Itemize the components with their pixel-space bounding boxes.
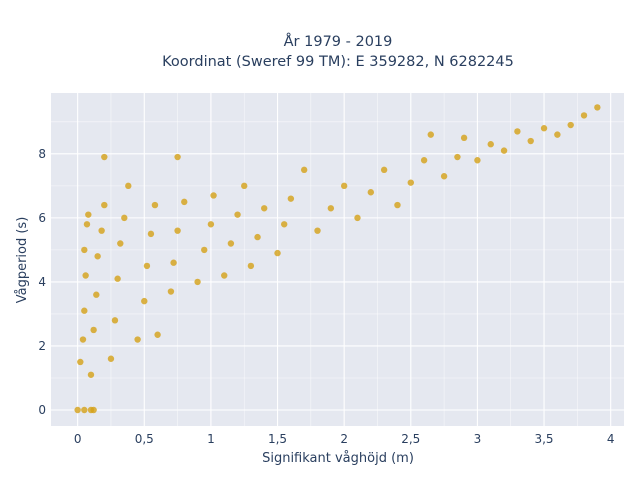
data-point — [81, 246, 88, 254]
data-point — [81, 307, 88, 314]
data-point — [427, 131, 434, 138]
data-point — [580, 112, 588, 119]
data-point — [440, 173, 448, 180]
data-point — [420, 157, 428, 164]
data-point — [154, 331, 161, 338]
data-point — [194, 278, 201, 286]
data-point — [141, 297, 148, 305]
plot-area — [51, 93, 624, 426]
data-point — [81, 406, 88, 414]
x-tick-label: 3 — [474, 432, 482, 446]
data-point — [147, 230, 155, 238]
grid-lines — [51, 93, 624, 426]
data-point — [151, 201, 159, 209]
x-tick-label: 0,5 — [135, 432, 154, 446]
chart-title-line1: År 1979 - 2019 — [284, 33, 393, 50]
data-point — [125, 182, 132, 190]
data-point — [407, 179, 414, 186]
y-tick-label: 0 — [38, 403, 46, 417]
data-point — [454, 153, 461, 161]
x-tick-label: 2 — [340, 432, 348, 446]
data-point — [117, 240, 124, 247]
data-point — [82, 272, 89, 279]
data-point — [79, 336, 87, 343]
data-point — [487, 141, 494, 148]
data-point — [300, 166, 308, 174]
x-tick-label: 2,5 — [401, 432, 420, 446]
data-point — [134, 336, 141, 343]
x-axis-label: Signifikant våghöjd (m) — [262, 451, 414, 466]
data-point — [107, 355, 115, 362]
data-point — [567, 121, 574, 129]
data-points — [74, 104, 601, 414]
data-point — [167, 288, 175, 295]
y-tick-label: 8 — [38, 147, 46, 161]
chart-title-line2: Koordinat (Sweref 99 TM): E 359282, N 62… — [162, 54, 514, 70]
data-point — [85, 211, 92, 218]
data-point — [514, 128, 521, 135]
data-point — [207, 221, 215, 228]
x-tick-label: 4 — [607, 432, 615, 446]
data-point — [460, 134, 468, 142]
data-point — [247, 262, 255, 270]
data-point — [93, 291, 100, 298]
x-tick-label: 1 — [207, 432, 215, 446]
data-point — [94, 253, 101, 260]
y-tick-label: 4 — [38, 275, 46, 289]
data-point — [121, 214, 128, 222]
data-point — [210, 192, 217, 199]
data-point — [254, 233, 261, 241]
data-point — [174, 227, 181, 234]
data-point — [221, 272, 228, 279]
data-point — [143, 262, 151, 270]
data-point — [83, 221, 91, 228]
data-point — [261, 205, 268, 212]
data-point — [394, 201, 401, 209]
data-point — [111, 317, 119, 324]
data-point — [594, 104, 601, 111]
data-point — [227, 240, 235, 247]
data-point — [327, 205, 335, 212]
data-point — [87, 371, 95, 378]
data-point — [101, 153, 108, 161]
data-point — [74, 406, 81, 414]
data-point — [174, 153, 181, 161]
data-point — [98, 227, 105, 234]
data-point — [77, 358, 84, 366]
data-point — [354, 214, 361, 222]
data-point — [500, 147, 508, 154]
data-point — [474, 157, 481, 164]
y-tick-label: 6 — [38, 211, 46, 225]
data-point — [314, 227, 321, 234]
data-point — [90, 406, 97, 414]
data-point — [340, 182, 348, 190]
data-point — [114, 275, 121, 282]
x-tick-labels: 0 0,5 1 1,5 2 2,5 3 3,5 4 — [74, 432, 615, 446]
data-point — [201, 246, 208, 254]
y-axis-label: Vågperiod (s) — [15, 217, 30, 304]
x-tick-label: 3,5 — [534, 432, 553, 446]
data-point — [234, 211, 241, 218]
data-point — [274, 249, 281, 257]
data-point — [540, 125, 548, 132]
data-point — [170, 259, 177, 266]
y-tick-labels: 0 2 4 6 8 — [38, 147, 46, 417]
data-point — [280, 221, 288, 228]
data-point — [367, 189, 375, 196]
data-point — [527, 137, 534, 145]
data-point — [90, 326, 97, 334]
data-point — [101, 201, 108, 209]
data-point — [287, 195, 295, 202]
x-tick-label: 1,5 — [268, 432, 287, 446]
x-tick-label: 0 — [74, 432, 82, 446]
y-tick-label: 2 — [38, 339, 46, 353]
data-point — [181, 198, 188, 206]
data-point — [241, 182, 248, 190]
data-point — [554, 131, 561, 138]
data-point — [380, 166, 388, 174]
